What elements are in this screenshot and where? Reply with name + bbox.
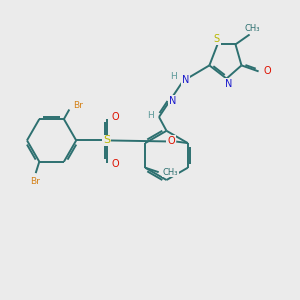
Text: N: N: [225, 79, 233, 89]
Text: CH₃: CH₃: [244, 24, 260, 33]
Text: O: O: [167, 136, 175, 146]
Text: O: O: [111, 159, 119, 169]
Text: N: N: [182, 75, 189, 85]
Text: CH₃: CH₃: [162, 168, 178, 177]
Text: H: H: [170, 72, 177, 81]
Text: S: S: [103, 135, 110, 146]
Text: N: N: [169, 95, 176, 106]
Text: O: O: [111, 112, 119, 122]
Text: O: O: [263, 66, 271, 76]
Text: Br: Br: [73, 101, 82, 110]
Text: H: H: [147, 111, 154, 120]
Text: S: S: [214, 34, 220, 44]
Text: Br: Br: [30, 177, 40, 186]
